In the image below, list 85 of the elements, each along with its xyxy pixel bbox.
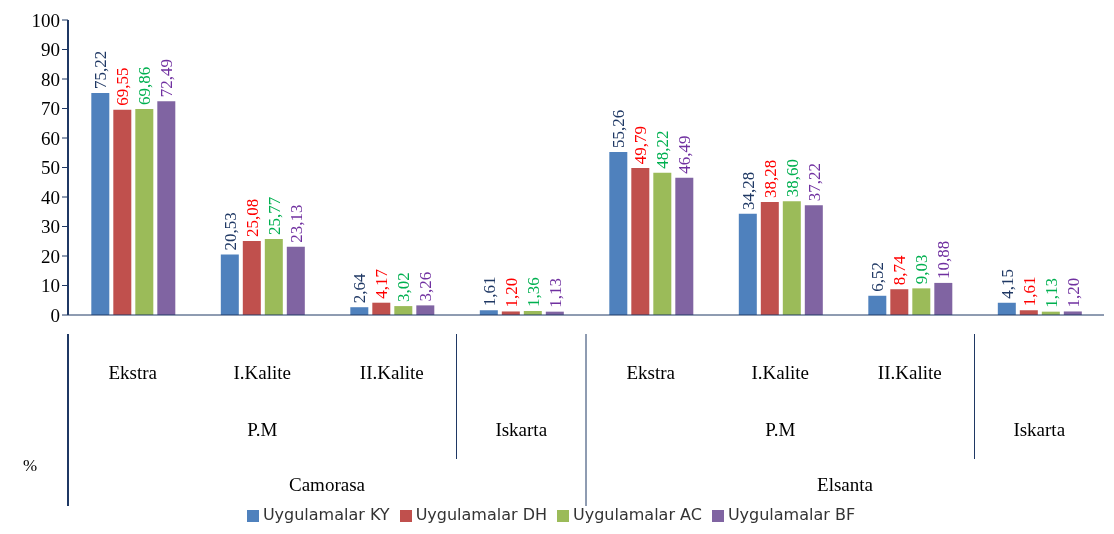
data-label: 49,79 — [631, 125, 651, 165]
y-tick-label: 40 — [41, 186, 60, 208]
data-label: 69,55 — [113, 67, 133, 106]
bar — [220, 254, 239, 315]
data-label: 1,61 — [1019, 276, 1039, 307]
bar — [912, 288, 931, 315]
text: P.M — [765, 418, 796, 440]
legend-label: Uygulamalar BF — [727, 505, 856, 524]
data-label: 25,08 — [242, 198, 262, 238]
bar — [804, 205, 823, 315]
bar — [675, 177, 694, 315]
y-tick-label: 10 — [41, 275, 60, 297]
bar — [653, 172, 672, 315]
y-tick-label: 80 — [41, 68, 60, 90]
data-label: 37,22 — [804, 162, 824, 202]
bar — [934, 282, 953, 315]
y-tick-label: 90 — [41, 39, 60, 61]
data-label: 1,36 — [523, 277, 543, 307]
bar — [286, 246, 305, 315]
legend-label: Uygulamalar DH — [415, 505, 548, 524]
y-tick-label: 0 — [50, 304, 60, 326]
data-label: 25,77 — [264, 196, 284, 235]
data-label: 34,28 — [738, 171, 758, 210]
y-tick-label: 20 — [41, 245, 60, 267]
text: Camorasa — [289, 473, 366, 495]
data-label: 9,03 — [912, 254, 932, 285]
data-label: 38,60 — [782, 158, 802, 198]
y-tick-label: 70 — [41, 98, 60, 120]
bar — [609, 151, 628, 315]
data-label: 72,49 — [157, 58, 177, 98]
data-label: 69,86 — [135, 66, 155, 105]
data-label: 1,20 — [501, 277, 521, 308]
bar — [135, 108, 154, 315]
bar — [760, 202, 779, 315]
data-label: 38,28 — [760, 159, 780, 199]
bar — [394, 306, 413, 315]
data-label: 3,26 — [416, 271, 436, 302]
data-label: 48,22 — [653, 130, 673, 169]
y-tick-label: 30 — [41, 216, 60, 238]
data-label: 23,13 — [286, 204, 306, 243]
text: Iskarta — [495, 418, 548, 440]
x-tick-label: II.Kalite — [877, 361, 942, 383]
x-tick-label: II.Kalite — [359, 361, 424, 383]
bar — [157, 101, 176, 315]
y-tick-label: 100 — [31, 9, 60, 31]
bar — [738, 213, 757, 315]
data-label: 4,15 — [997, 269, 1017, 299]
bar — [264, 238, 283, 315]
bar — [242, 241, 261, 315]
data-label: 75,22 — [91, 50, 111, 90]
data-label: 46,49 — [675, 135, 695, 174]
data-label: 1,13 — [1041, 277, 1061, 308]
x-tick-label: Ekstra — [108, 361, 158, 383]
data-label: 6,52 — [868, 262, 888, 292]
data-label: 3,02 — [394, 272, 414, 303]
bar — [113, 109, 132, 315]
text: Elsanta — [817, 473, 874, 495]
data-label: 1,20 — [1063, 277, 1083, 308]
x-tick-label: I.Kalite — [233, 361, 292, 383]
y-axis-title: % — [22, 456, 38, 475]
bar — [416, 305, 435, 315]
bar — [997, 302, 1016, 315]
data-label: 8,74 — [890, 254, 910, 286]
x-tick-label: I.Kalite — [751, 361, 810, 383]
legend-label: Uygulamalar AC — [573, 505, 702, 524]
data-label: 10,88 — [934, 240, 954, 279]
text: P.M — [247, 418, 278, 440]
data-label: 2,64 — [350, 272, 370, 304]
y-tick-label: 50 — [41, 157, 60, 179]
data-label: 4,17 — [372, 268, 392, 299]
bar — [372, 302, 391, 315]
data-label: 20,53 — [220, 212, 240, 251]
y-tick-label: 60 — [41, 127, 60, 149]
text: Iskarta — [1013, 418, 1066, 440]
x-tick-label: Ekstra — [626, 361, 676, 383]
bar — [890, 289, 909, 315]
bar — [350, 307, 369, 315]
bar — [868, 295, 887, 315]
bar — [782, 201, 801, 315]
bar — [631, 168, 650, 315]
data-label: 1,61 — [479, 276, 499, 307]
bar — [91, 93, 110, 315]
legend-label: Uygulamalar KY — [262, 505, 390, 524]
data-label: 1,13 — [545, 277, 565, 308]
data-label: 55,26 — [609, 109, 629, 148]
